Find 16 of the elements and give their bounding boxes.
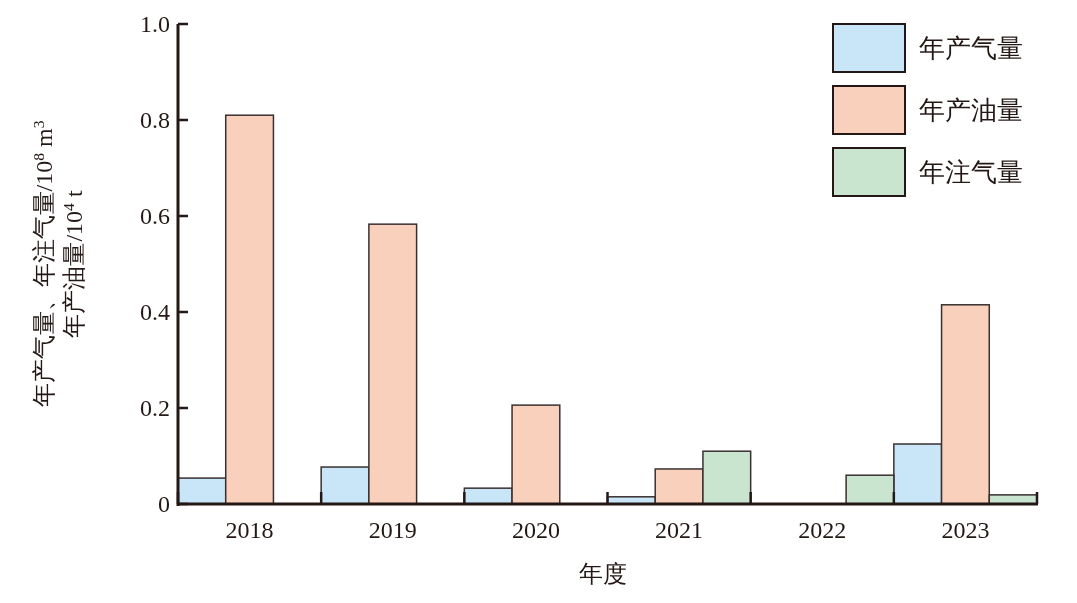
x-tick-label: 2021	[655, 517, 704, 543]
legend-label: 年注气量	[919, 157, 1023, 187]
x-tick-label: 2018	[225, 517, 274, 543]
y-tick-label: 0	[158, 491, 170, 517]
x-tick-label: 2022	[798, 517, 847, 543]
x-tick-label: 2019	[368, 517, 417, 543]
y-tick-label: 0.4	[140, 299, 170, 325]
y-tick-label: 0.2	[140, 395, 170, 421]
y-tick-label: 1.0	[140, 11, 170, 37]
y-tick-label: 0.8	[140, 107, 170, 133]
x-axis-title: 年度	[578, 561, 627, 587]
x-tick-label: 2020	[511, 517, 560, 543]
legend-label: 年产油量	[919, 95, 1023, 125]
y-tick-label: 0.6	[140, 203, 170, 229]
legend-label: 年产气量	[919, 33, 1023, 63]
x-tick-label: 2023	[941, 517, 990, 543]
